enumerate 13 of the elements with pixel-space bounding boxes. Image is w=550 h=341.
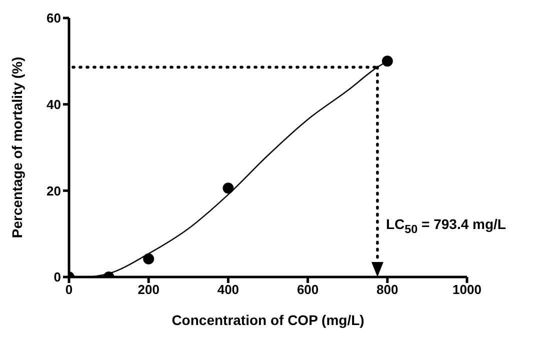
y-tick-label: 60 <box>46 10 61 26</box>
y-tick-label: 0 <box>54 270 61 285</box>
annotation: LC$_{50}$ = 793.4 mg/L <box>386 216 506 236</box>
x-tick-label: 400 <box>217 282 240 298</box>
y-tick-label: 40 <box>46 96 61 112</box>
x-tick-label: 800 <box>376 282 398 298</box>
x-axis-title: Concentration of COP (mg/L) <box>172 312 364 328</box>
x-tick-label: 200 <box>138 282 160 298</box>
y-axis-title: Percentage of mortality (%) <box>9 56 25 238</box>
y-tick-label: 20 <box>46 183 61 198</box>
x-tick-label: 600 <box>296 282 319 298</box>
x-tick-label: 0 <box>65 282 73 298</box>
x-tick-label: 1000 <box>452 282 482 298</box>
